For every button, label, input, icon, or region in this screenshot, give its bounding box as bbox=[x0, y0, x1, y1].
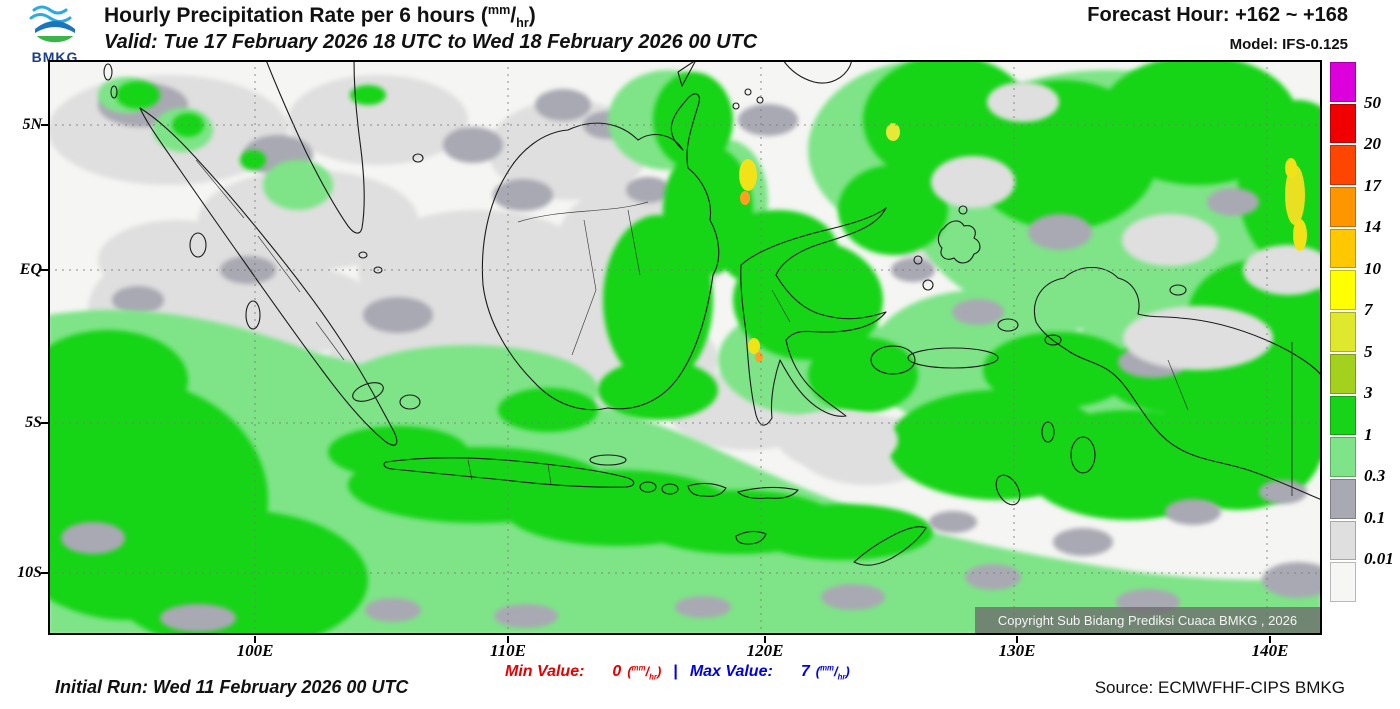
coastlines bbox=[103, 60, 1322, 566]
colorbar-label: 0.1 bbox=[1364, 507, 1386, 527]
colorbar-labels: 50 20 17 14 10 7 5 3 1 0.3 0.1 0.01 bbox=[1364, 62, 1400, 602]
min-value-label: Min Value: bbox=[505, 663, 585, 680]
page-title: Hourly Precipitation Rate per 6 hours (m… bbox=[104, 3, 536, 31]
colorbar-label: 0.3 bbox=[1364, 466, 1386, 485]
max-value-unit: (mm/hr) bbox=[815, 663, 850, 682]
colorbar-label: 1 bbox=[1364, 424, 1373, 444]
axis-tick bbox=[764, 636, 766, 643]
colorbar-segment bbox=[1330, 103, 1356, 144]
precip-heavy-spots bbox=[739, 123, 1307, 362]
colorbar-segment bbox=[1330, 562, 1356, 602]
model-label: Model: IFS-0.125 bbox=[1229, 36, 1348, 53]
colorbar-segment bbox=[1330, 187, 1356, 227]
precipitation-map: Copyright Sub Bidang Prediksi Cuaca BMKG… bbox=[48, 60, 1322, 635]
axis-tick bbox=[41, 124, 48, 126]
colorbar-segment bbox=[1330, 312, 1356, 352]
lat-label-5s: 5S bbox=[25, 414, 42, 431]
colorbar-segment bbox=[1330, 353, 1356, 394]
bmkg-logo-icon bbox=[29, 5, 75, 43]
axis-tick bbox=[254, 636, 256, 643]
colorbar-label: 3 bbox=[1364, 383, 1373, 402]
axis-tick bbox=[41, 269, 48, 271]
colorbar-segment bbox=[1330, 270, 1356, 311]
lat-label-5n: 5N bbox=[22, 116, 42, 133]
lat-label-10s: 10S bbox=[17, 564, 42, 581]
colorbar bbox=[1330, 62, 1356, 602]
forecast-hour: Forecast Hour: +162 ~ +168 bbox=[1087, 4, 1348, 26]
colorbar-label: 17 bbox=[1364, 175, 1381, 195]
map-copyright: Copyright Sub Bidang Prediksi Cuaca BMKG… bbox=[975, 607, 1320, 633]
colorbar-label: 10 bbox=[1364, 258, 1381, 278]
initial-run: Initial Run: Wed 11 February 2026 00 UTC bbox=[55, 677, 409, 697]
bmkg-logo: BMKG bbox=[10, 2, 100, 65]
colorbar-segment bbox=[1330, 520, 1356, 561]
colorbar-label: 20 bbox=[1364, 134, 1381, 153]
colorbar-segment bbox=[1330, 228, 1356, 269]
lat-label-eq: EQ bbox=[19, 261, 42, 278]
axis-tick bbox=[41, 422, 48, 424]
valid-time: Valid: Tue 17 February 2026 18 UTC to We… bbox=[104, 31, 758, 53]
lon-label-100e: 100E bbox=[236, 641, 274, 660]
axis-tick bbox=[1016, 636, 1018, 643]
precipitation-map-canvas bbox=[48, 60, 1322, 635]
map-frame bbox=[48, 60, 1322, 635]
axis-tick bbox=[1269, 636, 1271, 643]
max-value-label: Max Value: bbox=[689, 663, 773, 680]
admin-boundaries bbox=[195, 159, 1293, 496]
max-value: 7 bbox=[800, 663, 810, 680]
colorbar-label: 50 bbox=[1364, 92, 1381, 112]
source-label: Source: ECMWFHF-CIPS BMKG bbox=[1094, 678, 1345, 697]
colorbar-segment bbox=[1330, 145, 1356, 186]
precip-gray-overlay bbox=[61, 82, 1322, 632]
gridlines bbox=[48, 60, 1322, 635]
axis-tick bbox=[507, 636, 509, 643]
lon-label-110e: 110E bbox=[490, 641, 526, 660]
min-value: 0 bbox=[612, 663, 622, 680]
colorbar-segment bbox=[1330, 395, 1356, 436]
lon-label-140e: 140E bbox=[1251, 641, 1289, 660]
lon-label-120e: 120E bbox=[746, 641, 784, 660]
colorbar-segment bbox=[1330, 437, 1356, 477]
minmax-separator: | bbox=[673, 663, 678, 680]
axis-tick bbox=[41, 572, 48, 574]
min-value-unit: (mm/hr) bbox=[627, 663, 662, 682]
colorbar-segment bbox=[1330, 478, 1356, 519]
colorbar-label: 5 bbox=[1364, 341, 1373, 361]
colorbar-segment bbox=[1330, 62, 1356, 102]
colorbar-label: 14 bbox=[1364, 217, 1381, 236]
minmax-values: Min Value: 0 (mm/hr) | Max Value: 7 (mm/hr) bbox=[505, 663, 850, 682]
lon-label-130e: 130E bbox=[998, 641, 1036, 660]
colorbar-label: 0.01 bbox=[1364, 549, 1394, 568]
colorbar-label: 7 bbox=[1364, 300, 1373, 319]
